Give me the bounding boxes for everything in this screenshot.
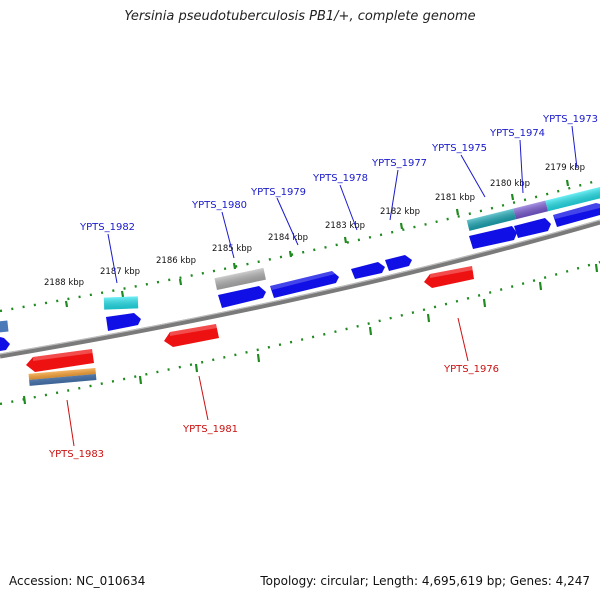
- major-tick: [288, 250, 293, 258]
- leader-line: [571, 125, 578, 169]
- accession-text: Accession: NC_010634: [9, 574, 146, 588]
- major-tick: [510, 193, 515, 201]
- major-tick: [120, 290, 125, 298]
- map-title: Yersinia pseudotuberculosis PB1/+, compl…: [124, 9, 476, 24]
- gene-arrow-red: [424, 266, 474, 288]
- gene-arrow-blue: [270, 271, 339, 298]
- gene-arrow-red: [164, 324, 219, 347]
- gene-arrow-red: [26, 349, 94, 372]
- gene-label: YPTS_1983: [48, 449, 104, 460]
- gene-label: YPTS_1977: [371, 158, 427, 169]
- gene-label: YPTS_1973: [542, 114, 598, 125]
- major-tick: [538, 281, 543, 291]
- gene-arrow-blue: [351, 262, 385, 279]
- kbp-label: 2184 kbp: [268, 233, 308, 243]
- genome-backbone: [0, 219, 600, 359]
- major-tick: [343, 236, 348, 244]
- kbp-label: 2188 kbp: [44, 278, 84, 288]
- gene-label: YPTS_1981: [182, 424, 238, 435]
- major-tick: [482, 298, 487, 308]
- major-tick: [194, 363, 199, 373]
- forward-gene-labels: YPTS_1973 YPTS_1974 YPTS_1975 YPTS_1977 …: [79, 114, 598, 233]
- kbp-label: 2179 kbp: [545, 163, 585, 173]
- leader-line: [339, 184, 358, 231]
- gene-label: YPTS_1976: [443, 364, 499, 375]
- forward-genes: [0, 203, 600, 351]
- leader-line: [107, 233, 118, 284]
- leader-line: [460, 154, 486, 198]
- gene-arrow-blue: [218, 286, 266, 308]
- gene-label: YPTS_1975: [431, 143, 487, 154]
- gene-arrow-blue: [385, 255, 412, 271]
- upper-major-ticks: [64, 179, 570, 308]
- kbp-label: 2182 kbp: [380, 207, 420, 217]
- gene-label: YPTS_1980: [191, 200, 247, 211]
- kbp-label: 2186 kbp: [156, 256, 196, 266]
- major-tick: [594, 263, 599, 273]
- major-tick: [368, 326, 373, 336]
- kbp-label: 2181 kbp: [435, 193, 475, 203]
- lower-major-ticks: [22, 263, 599, 405]
- major-tick: [178, 278, 183, 286]
- major-tick: [256, 353, 261, 363]
- gene-arrow-blue: [106, 313, 141, 331]
- gene-label: YPTS_1979: [250, 187, 306, 198]
- kbp-label: 2187 kbp: [100, 267, 140, 277]
- feature-steel: [0, 320, 9, 334]
- gene-label: YPTS_1982: [79, 222, 135, 233]
- leader-line: [276, 197, 299, 246]
- major-tick: [232, 262, 237, 270]
- gene-label: YPTS_1978: [312, 173, 368, 184]
- forward-leader-lines: [107, 125, 578, 284]
- leader-line: [389, 169, 399, 221]
- kbp-label: 2180 kbp: [490, 179, 530, 189]
- major-tick: [455, 208, 460, 216]
- gene-arrow-blue: [553, 203, 600, 227]
- kbp-label: 2183 kbp: [325, 221, 365, 231]
- genome-summary-text: Topology: circular; Length: 4,695,619 bp…: [260, 574, 590, 588]
- major-tick: [426, 313, 431, 323]
- major-tick: [64, 300, 69, 308]
- gene-arrow-blue: [469, 226, 517, 249]
- gene-label: YPTS_1974: [489, 128, 545, 139]
- major-tick: [565, 179, 570, 187]
- major-tick: [22, 395, 27, 405]
- leader-line: [221, 211, 235, 259]
- leader-line: [198, 375, 209, 421]
- upper-features: [0, 186, 600, 334]
- major-tick: [138, 375, 143, 385]
- reverse-gene-labels: YPTS_1976 YPTS_1981 YPTS_1983: [48, 364, 499, 460]
- reverse-leader-lines: [66, 317, 469, 447]
- leader-line: [519, 139, 524, 194]
- gene-arrow-blue: [514, 218, 551, 238]
- genome-backbone-highlight: [0, 219, 600, 355]
- leader-line: [457, 317, 469, 362]
- reverse-genes: [26, 266, 474, 386]
- leader-line: [66, 399, 75, 447]
- gene-arrow-blue: [0, 337, 10, 351]
- major-tick: [399, 222, 404, 230]
- lower-tick-arc: [0, 260, 600, 406]
